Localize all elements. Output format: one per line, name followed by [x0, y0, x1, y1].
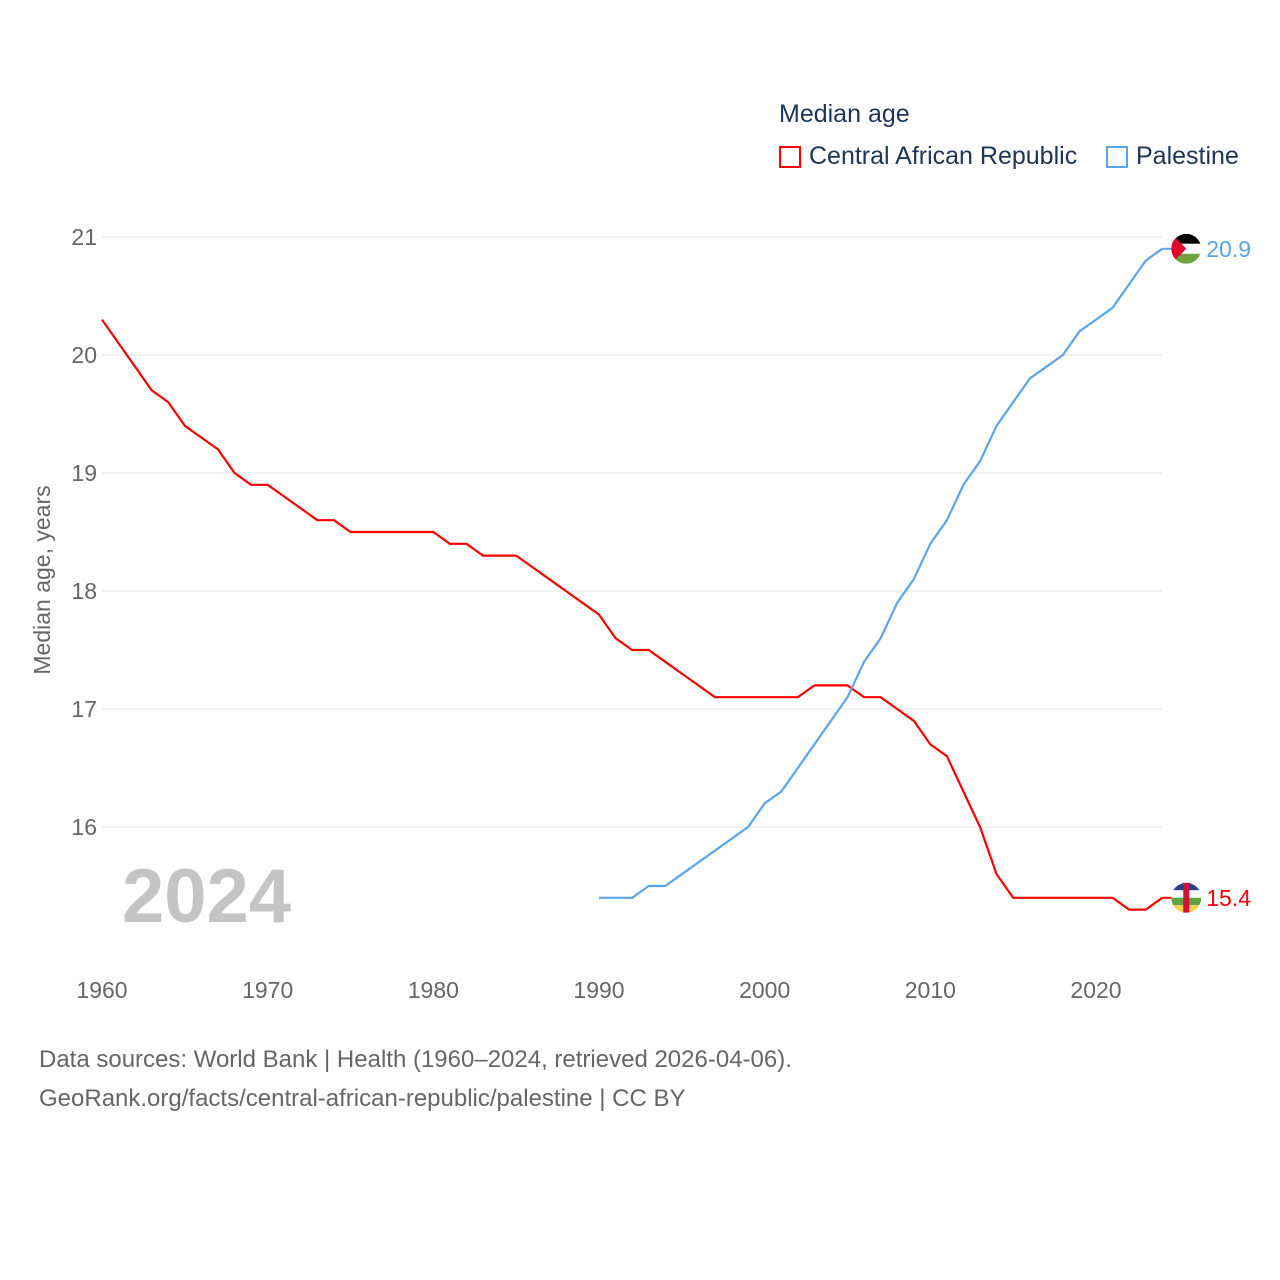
footer-sources: Data sources: World Bank | Health (1960–…: [39, 1046, 792, 1073]
y-tick-label: 19: [71, 460, 97, 486]
end-value-label: 20.9: [1206, 236, 1251, 262]
legend-item-car[interactable]: Central African Republic: [779, 142, 1077, 171]
x-tick-label: 1960: [76, 977, 127, 1003]
y-tick-label: 18: [71, 578, 97, 604]
y-tick-label: 20: [71, 342, 97, 368]
end-value-label: 15.4: [1206, 885, 1251, 911]
footer-link[interactable]: GeoRank.org/facts/central-african-republ…: [39, 1085, 686, 1112]
x-tick-label: 2010: [905, 977, 956, 1003]
year-label: 2024: [122, 854, 291, 939]
x-tick-label: 2020: [1070, 977, 1121, 1003]
x-tick-label: 1970: [242, 977, 293, 1003]
legend-swatch-car: [779, 145, 801, 168]
legend-label-car: Central African Republic: [809, 142, 1078, 170]
y-tick-label: 21: [71, 224, 97, 250]
legend-swatch-palestine: [1106, 145, 1128, 168]
car-flag-icon: [1171, 882, 1202, 913]
x-tick-label: 1990: [573, 977, 624, 1003]
x-tick-label: 2000: [739, 977, 790, 1003]
legend-title: Median age: [779, 100, 910, 128]
y-tick-label: 16: [71, 814, 97, 840]
x-tick-label: 1980: [408, 977, 459, 1003]
palestine-flag-icon: [1171, 233, 1202, 264]
y-tick-label: 17: [71, 696, 97, 722]
series-line-car[interactable]: [101, 318, 1163, 911]
legend-label-palestine: Palestine: [1136, 142, 1239, 170]
y-axis-label: Median age, years: [29, 485, 55, 674]
legend-item-palestine[interactable]: Palestine: [1106, 142, 1239, 171]
series-line-palestine[interactable]: [599, 247, 1163, 899]
